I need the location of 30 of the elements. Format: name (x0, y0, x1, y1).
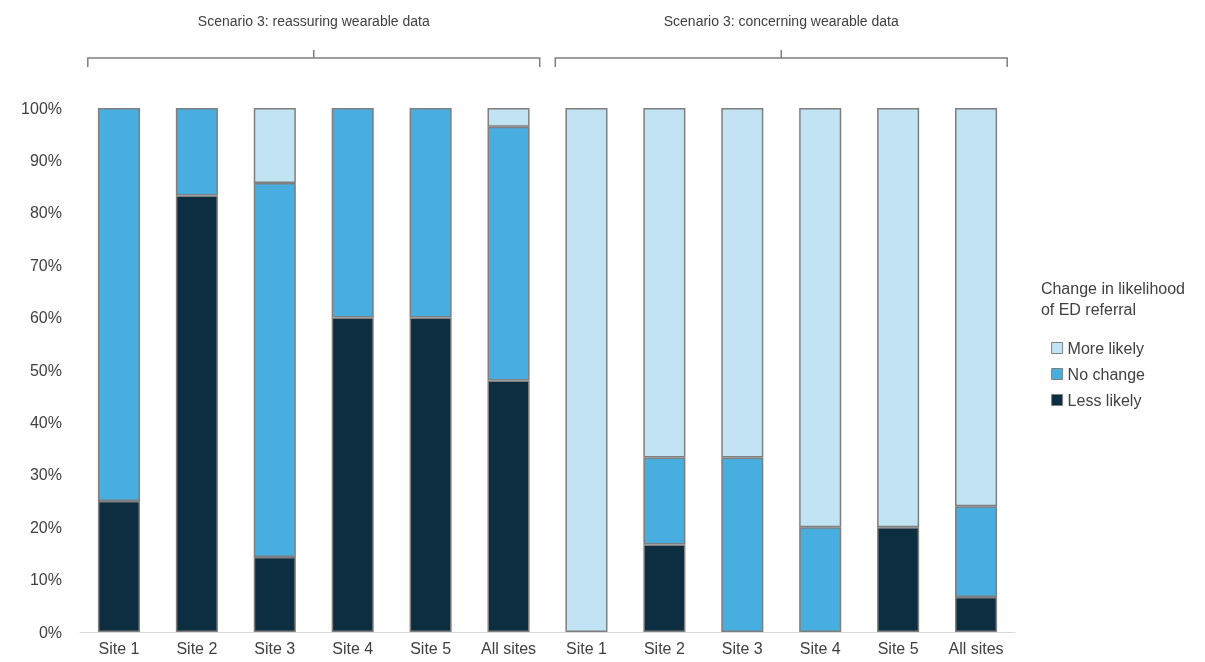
y-tick-label: 90% (29, 151, 62, 169)
x-tick-label: Site 5 (877, 639, 919, 657)
x-tick-label: All sites (480, 639, 537, 657)
x-tick-label: All sites (948, 639, 1004, 657)
y-tick-label: 80% (29, 204, 62, 222)
y-tick-label: 70% (29, 256, 62, 274)
x-tick-label: Site 3 (721, 639, 763, 657)
y-tick-label: 40% (29, 413, 62, 431)
x-tick-label: Site 5 (410, 639, 452, 657)
y-tick-label: 10% (29, 571, 62, 589)
bar (565, 108, 608, 632)
x-tick-label: Site 1 (98, 639, 140, 657)
x-tick-label: Site 4 (799, 639, 841, 657)
y-tick-label: 100% (21, 99, 62, 117)
legend-label: Less likely (1067, 391, 1142, 409)
x-tick-label: Site 3 (254, 639, 296, 657)
x-tick-label: Site 4 (332, 639, 374, 657)
text: Scenario 3: concerning wearable data (663, 13, 899, 29)
y-tick-label: 50% (29, 361, 62, 379)
y-tick-label: 60% (29, 309, 62, 327)
legend-label: No change (1067, 365, 1146, 383)
text: Scenario 3: reassuring wearable data (197, 13, 430, 29)
legend-label: More likely (1067, 339, 1145, 357)
y-tick-label: 0% (38, 623, 62, 641)
x-tick-label: Site 2 (176, 639, 218, 657)
y-tick-label: 30% (29, 466, 62, 484)
y-tick-label: 20% (29, 518, 62, 536)
x-tick-label: Site 1 (566, 639, 608, 657)
legend-title: Change in likelihood of ED referral (1040, 280, 1186, 318)
x-tick-label: Site 2 (643, 639, 685, 657)
